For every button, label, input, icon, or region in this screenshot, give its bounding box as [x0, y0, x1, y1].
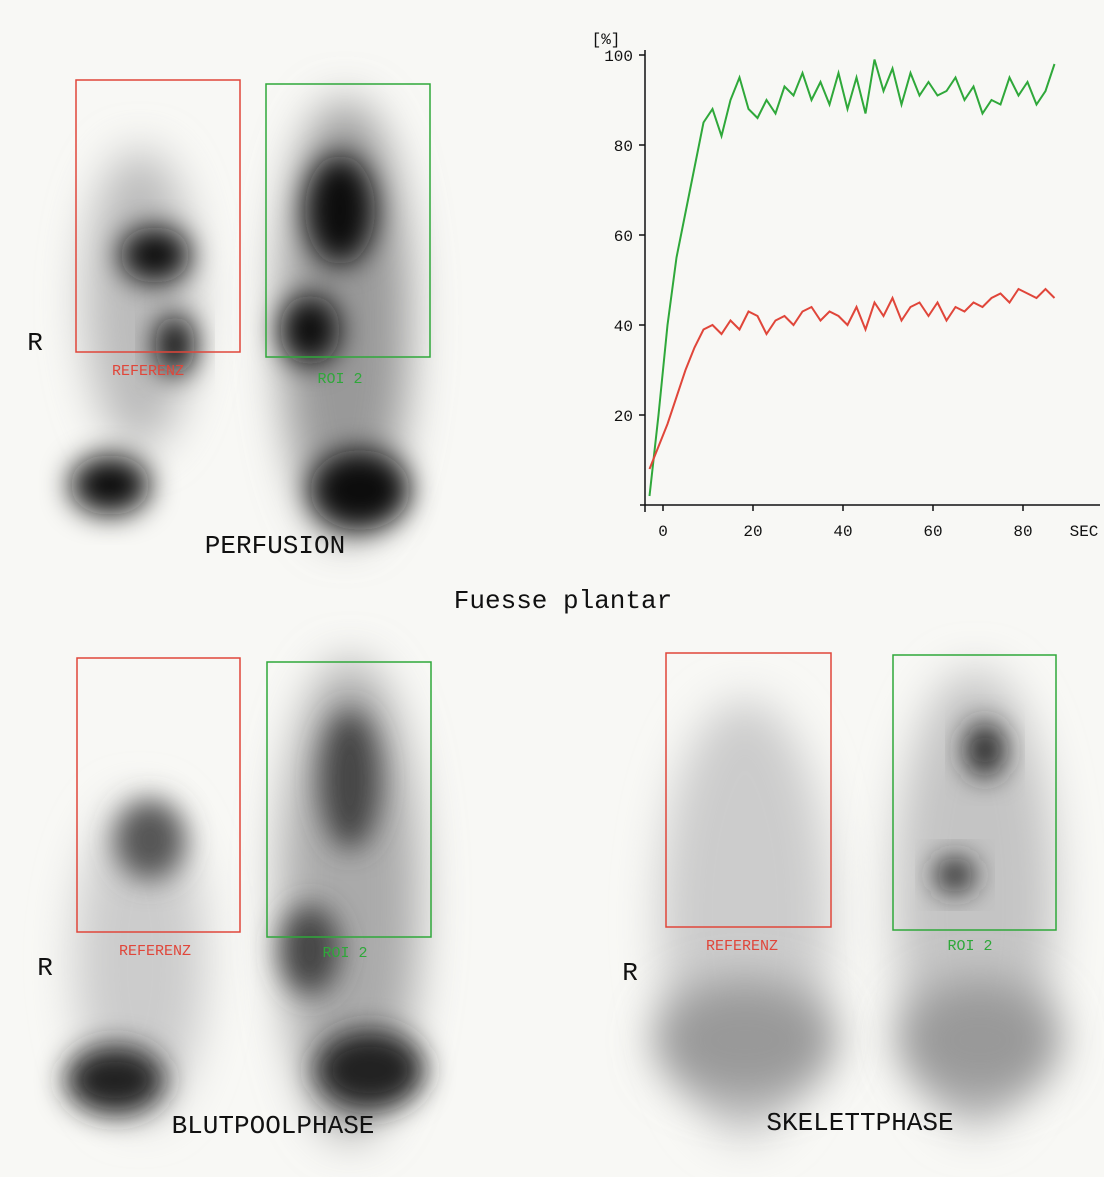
- y-tick-label: 100: [604, 48, 633, 66]
- x-tick-label: 80: [1013, 523, 1032, 541]
- reference-roi: [76, 657, 241, 933]
- y-tick-label: 60: [614, 228, 633, 246]
- figure-title: Fuesse plantar: [454, 586, 672, 616]
- roi-2: [265, 83, 431, 358]
- x-axis-label: SEC: [1070, 523, 1099, 541]
- skeletal-image: [655, 670, 1060, 1140]
- reference-roi: [665, 652, 832, 928]
- y-tick-label: 40: [614, 318, 633, 336]
- x-tick-label: 40: [833, 523, 852, 541]
- x-tick-label: 20: [743, 523, 762, 541]
- series-line: [648, 287, 1056, 470]
- side-label: R: [622, 958, 638, 988]
- y-axis-label: [%]: [592, 31, 621, 49]
- perfusion-image: [70, 100, 410, 540]
- side-label: R: [27, 328, 43, 358]
- reference-label: REFERENZ: [706, 938, 778, 955]
- side-label: R: [37, 953, 53, 983]
- roi-2: [266, 661, 432, 938]
- roi-label: ROI 2: [317, 371, 362, 388]
- phase-label: SKELETTPHASE: [766, 1108, 953, 1138]
- chart: [%] SEC 20 40 60 80 100 0 20 40 60 80: [592, 31, 1100, 541]
- x-tick-label: 0: [658, 523, 668, 541]
- roi-2: [892, 654, 1057, 931]
- reference-label: REFERENZ: [119, 943, 191, 960]
- x-tick-label: 60: [923, 523, 942, 541]
- reference-roi: [75, 79, 241, 353]
- phase-label: BLUTPOOLPHASE: [172, 1111, 375, 1141]
- bloodpool-image: [65, 660, 425, 1140]
- reference-label: REFERENZ: [112, 363, 184, 380]
- roi-label: ROI 2: [947, 938, 992, 955]
- y-tick-label: 20: [614, 408, 633, 426]
- y-tick-label: 80: [614, 138, 633, 156]
- roi-label: ROI 2: [322, 945, 367, 962]
- series-line: [648, 59, 1056, 497]
- phase-label: PERFUSION: [205, 531, 345, 561]
